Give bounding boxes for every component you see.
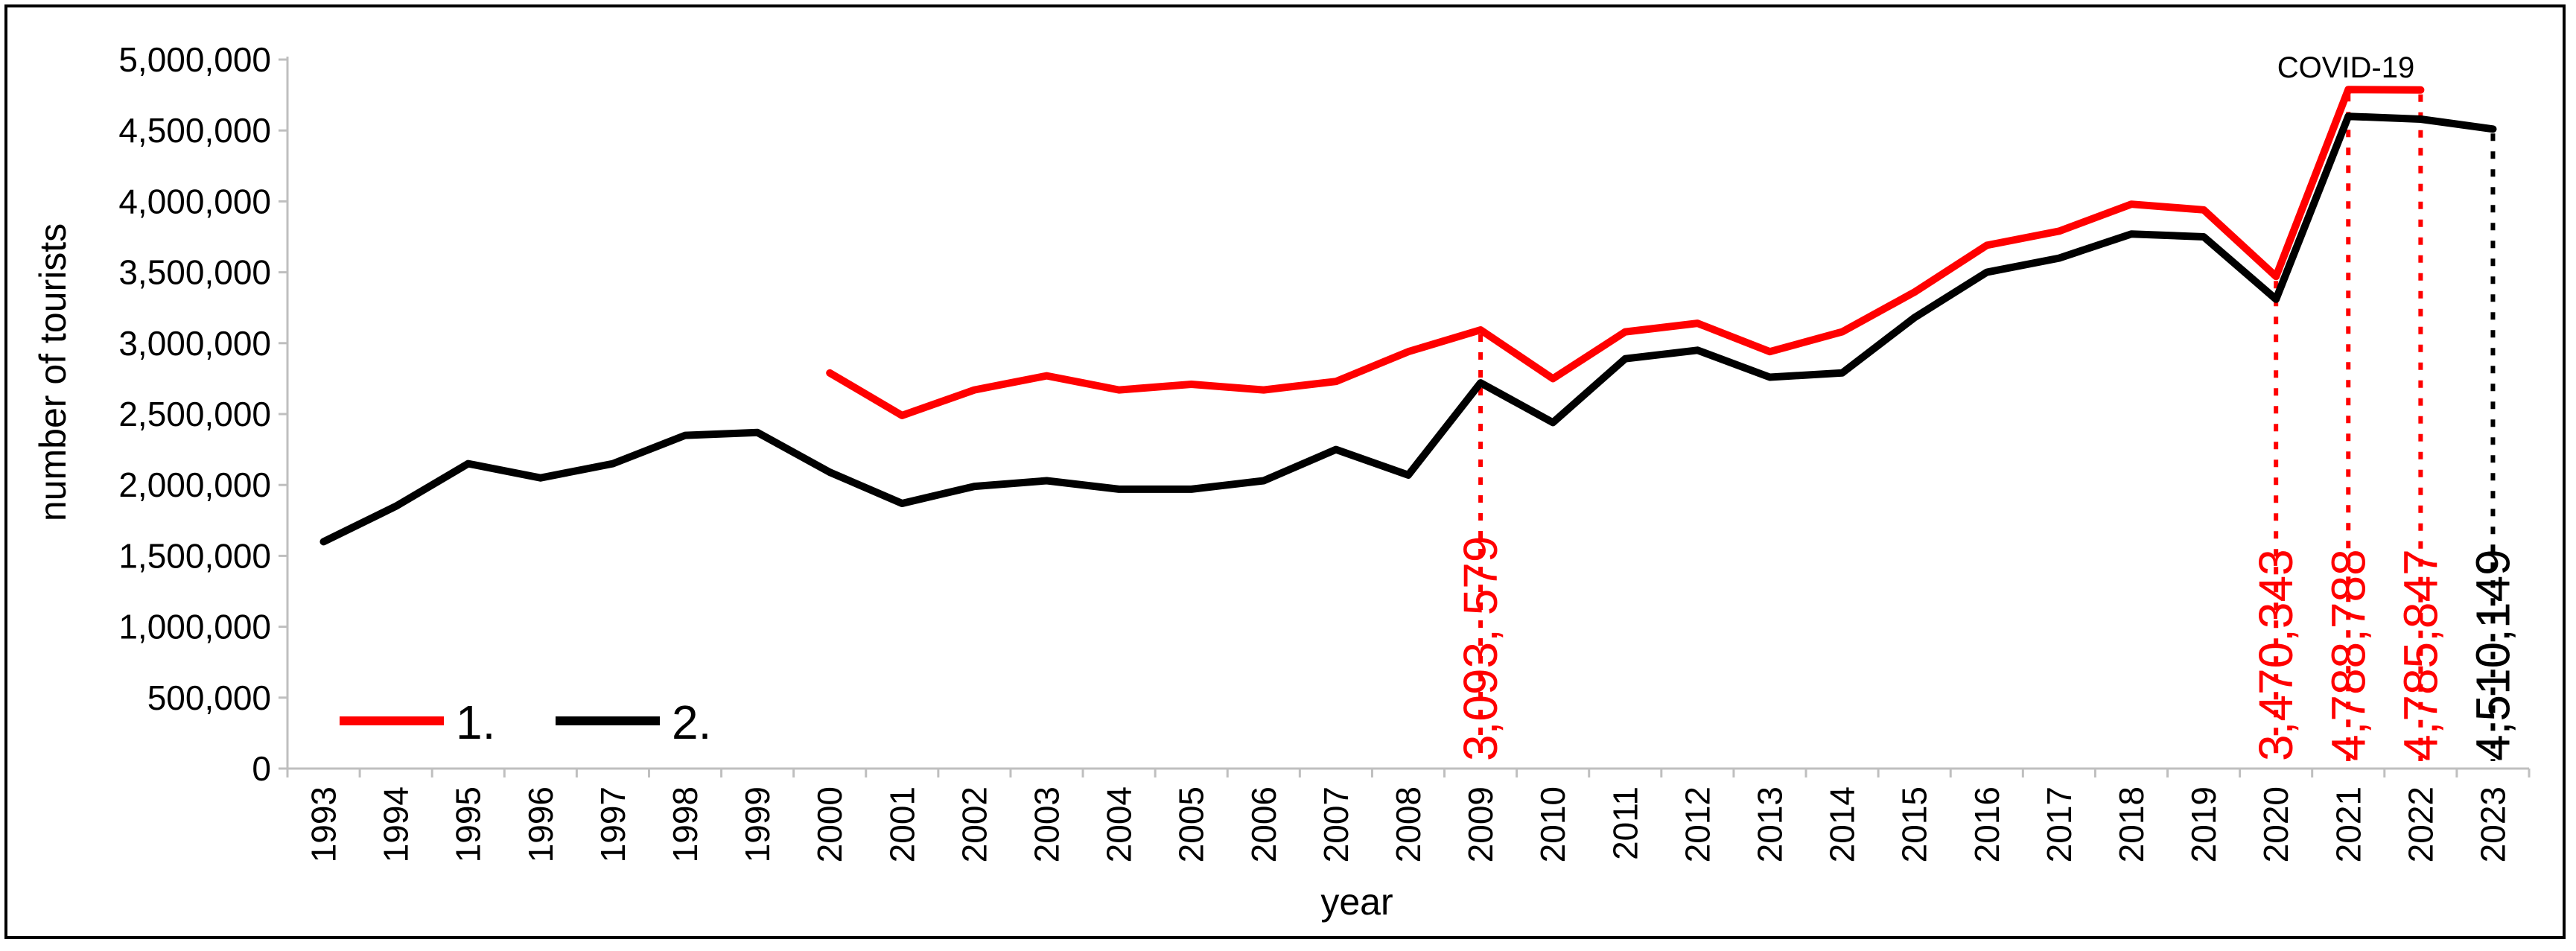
x-tick-label: 2014 xyxy=(1823,786,1862,862)
series-lines xyxy=(319,86,2497,546)
legend: 1. 2. xyxy=(340,696,711,749)
annotation-value-label: 4,785,847 xyxy=(2394,549,2447,761)
x-tick-label: 2019 xyxy=(2184,786,2223,862)
x-axis-title: year xyxy=(1320,881,1393,923)
y-tick-label: 4,000,000 xyxy=(118,182,271,220)
y-tick-label: 1,500,000 xyxy=(118,536,271,575)
annotation-value-label: 4,510,149 xyxy=(2466,549,2519,761)
y-axis: 0 500,000 1,000,000 1,500,000 2,000,000 2,500… xyxy=(118,40,289,788)
annotation-value-label: 3,470,343 xyxy=(2249,549,2303,761)
x-tick-label: 2005 xyxy=(1172,786,1211,862)
x-tick-label: 2023 xyxy=(2473,786,2512,862)
x-tick-label: 1997 xyxy=(594,786,632,862)
x-tick-label: 1994 xyxy=(377,786,416,862)
x-tick-label: 2010 xyxy=(1533,786,1572,862)
x-tick-label: 2022 xyxy=(2401,786,2440,862)
x-tick-label: 2002 xyxy=(955,786,993,862)
annotation-value-label: 4,788,788 xyxy=(2321,549,2375,761)
y-tick-label: 0 xyxy=(252,749,271,788)
y-tick-label: 5,000,000 xyxy=(118,40,271,79)
x-tick-label: 2009 xyxy=(1461,786,1500,862)
x-tick-label: 1998 xyxy=(666,786,705,862)
covid-note: COVID-19 xyxy=(2277,51,2415,84)
x-axis: 1993 1994 1995 1996 1997 1998 1999 2000 2001 2002… xyxy=(286,767,2531,862)
x-tick-label: 2013 xyxy=(1750,786,1789,862)
y-tick-label: 3,000,000 xyxy=(118,324,271,363)
series-line-1 xyxy=(826,86,2425,419)
y-tick-label: 3,500,000 xyxy=(118,253,271,292)
x-tick-label: 2020 xyxy=(2257,786,2295,862)
x-tick-label: 1996 xyxy=(521,786,560,862)
y-tick-label: 4,500,000 xyxy=(118,111,271,150)
x-tick-label: 1993 xyxy=(305,786,343,862)
x-tick-label: 2000 xyxy=(810,786,849,862)
x-tick-label: 2016 xyxy=(1968,786,2006,862)
annotation-value-label: 3,093, 579 xyxy=(1454,536,1507,762)
x-tick-label: 2017 xyxy=(2040,786,2079,862)
x-tick-label: 2007 xyxy=(1317,786,1355,862)
x-tick-label: 1995 xyxy=(449,786,488,862)
x-tick-label: 2008 xyxy=(1389,786,1428,862)
x-tick-label: 2006 xyxy=(1244,786,1283,862)
annotation-labels: 3,093, 579 3,470,343 4,788,788 4,785,847 4,5… xyxy=(1454,536,2519,762)
series-line-2 xyxy=(319,112,2497,546)
y-tick-label: 2,500,000 xyxy=(118,395,271,433)
legend-label: 1. xyxy=(456,696,495,749)
y-tick-label: 500,000 xyxy=(147,678,271,717)
x-tick-label: 2001 xyxy=(882,786,921,862)
x-tick-label: 2015 xyxy=(1895,786,1934,862)
annotation-guides xyxy=(1478,94,2496,761)
x-tick-label: 1999 xyxy=(738,786,777,862)
x-tick-label: 2012 xyxy=(1678,786,1717,862)
x-tick-label: 2003 xyxy=(1028,786,1066,862)
y-tick-label: 2,000,000 xyxy=(118,465,271,504)
y-axis-title: number of tourists xyxy=(32,223,74,521)
x-tick-label: 2018 xyxy=(2112,786,2151,862)
x-tick-label: 2011 xyxy=(1606,786,1644,860)
legend-label: 2. xyxy=(672,696,711,749)
x-tick-label: 2021 xyxy=(2329,786,2367,862)
y-tick-label: 1,000,000 xyxy=(118,608,271,646)
x-tick-label: 2004 xyxy=(1100,786,1139,862)
